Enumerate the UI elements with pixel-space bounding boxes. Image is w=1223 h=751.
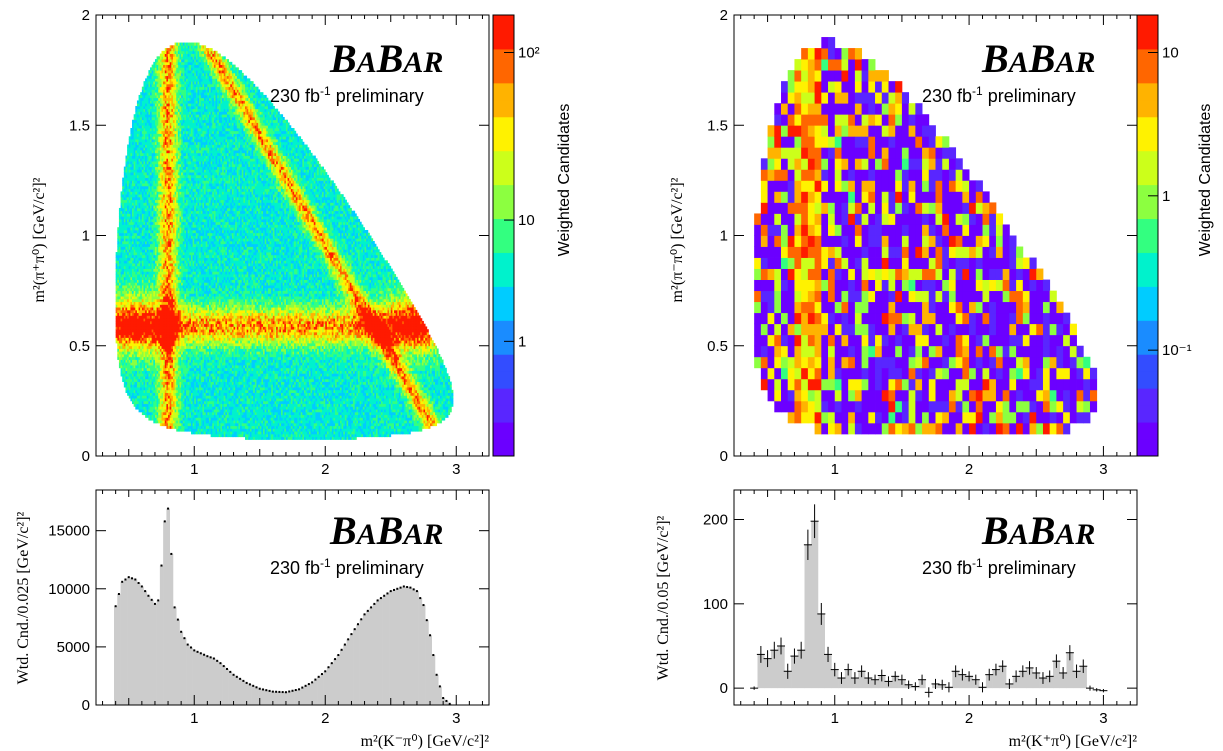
dalitz-left-panel: 1 2 300.511.52 m²(π⁺π⁰) [GeV/c²]² 11010² W… — [31, 7, 573, 478]
